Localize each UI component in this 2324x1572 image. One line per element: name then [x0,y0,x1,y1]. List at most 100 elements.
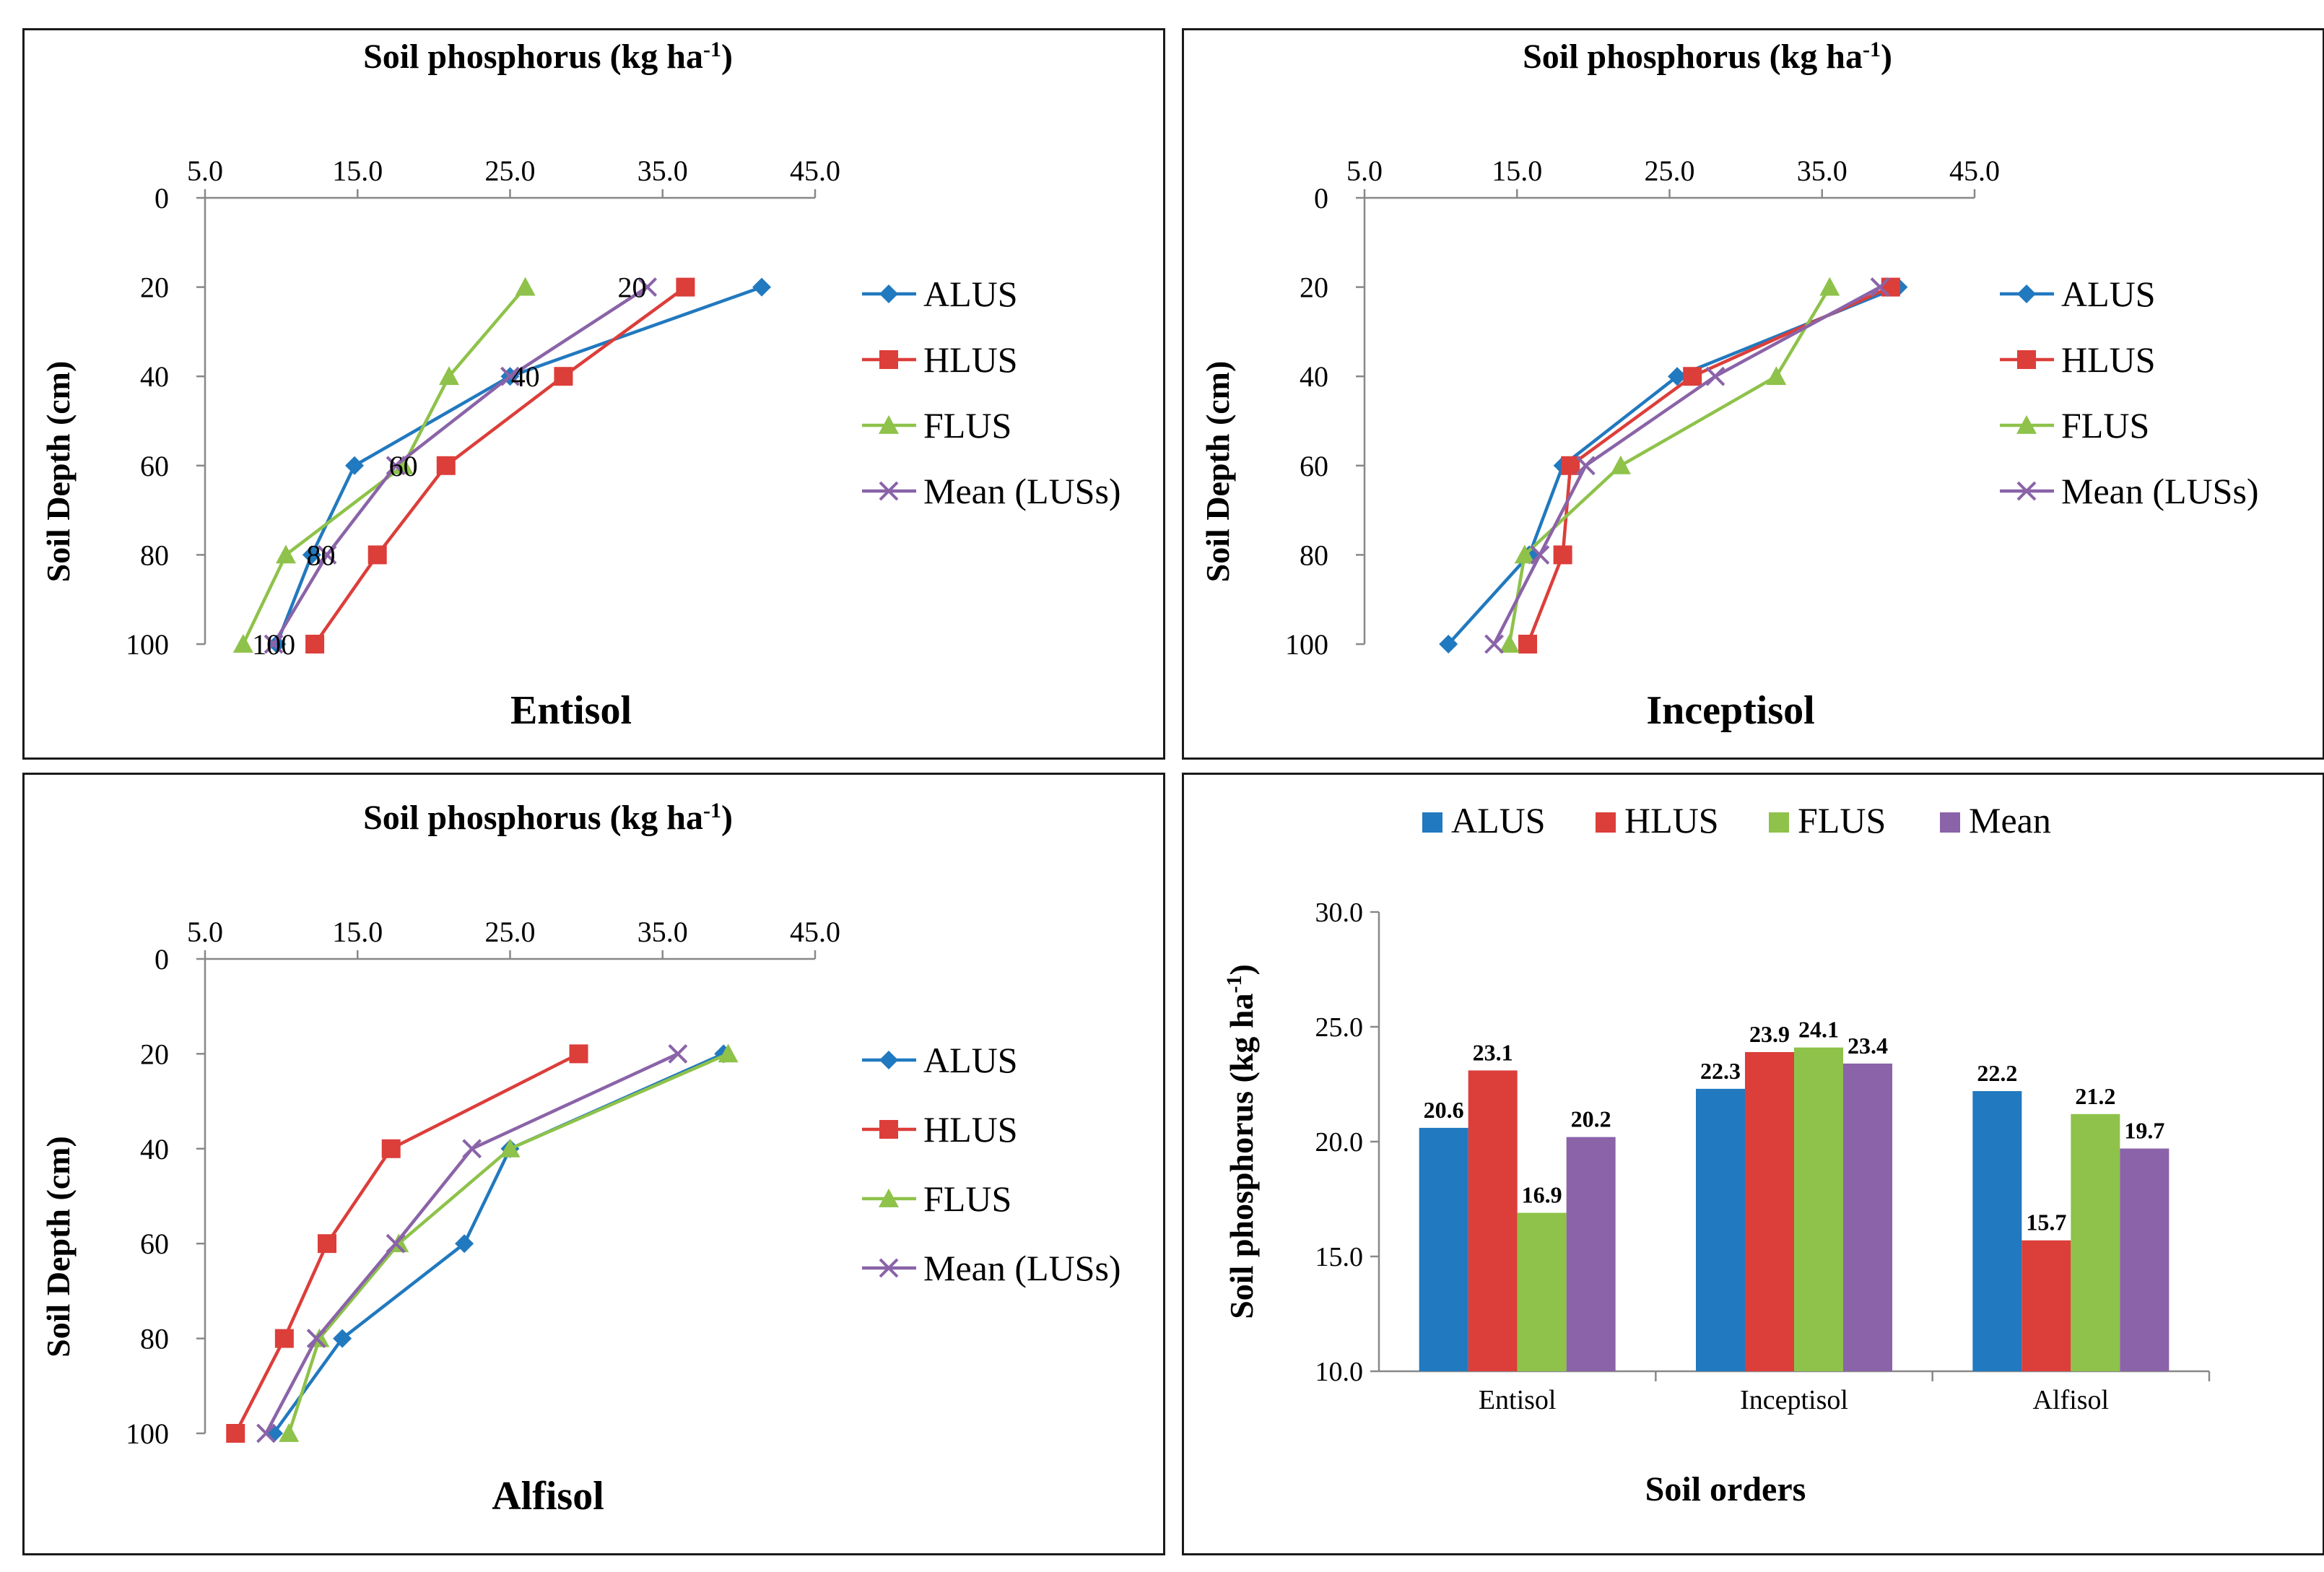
bar-value-label: 20.2 [1571,1106,1611,1132]
x-tick-label: 15.0 [332,916,383,948]
series-mean-luss- [1484,277,1890,654]
data-point [718,1043,739,1063]
series-hlus [1518,277,1900,653]
y-tick-label: 100 [126,628,169,661]
data-point [386,456,406,476]
data-point [345,456,365,475]
series-line [272,285,648,646]
x-tick-label: 45.0 [790,916,840,948]
x-tick-label: 25.0 [485,916,536,948]
legend-item: Mean [1940,800,2051,841]
depth-data-label: 60 [389,450,418,482]
x-tick-label: 45.0 [1949,155,2000,187]
data-point [1881,277,1900,297]
data-point [256,1423,276,1443]
legend-marker [879,415,899,434]
data-point [439,366,459,386]
bar [2120,1148,2169,1371]
legend-marker [2016,481,2037,501]
data-point [752,277,772,297]
y-tick-label: 20 [140,1038,169,1070]
entisol-line-chart-panel: Soil phosphorus (kg ha-1) 5.0 15.0 25.0 35.0… [22,28,1165,760]
depth-data-label: 20 [618,272,647,304]
x-tick-label: 25.0 [485,155,536,187]
y-tick-label: 20.0 [1315,1127,1364,1158]
bar [1972,1091,2022,1371]
series-line [241,286,527,645]
x-axis-title: Soil phosphorus (kg ha-1) [1523,38,1892,77]
legend-label: FLUS [923,1178,1011,1219]
series-line [234,1052,580,1435]
data-point [637,277,658,298]
legend-item: ALUS [2000,274,2156,314]
legend-label: HLUS [1624,800,1719,841]
legend-marker [879,1051,898,1069]
category-label: Inceptisol [1740,1385,1848,1415]
data-point [500,366,520,386]
legend-label: FLUS [1798,800,1886,841]
x-tick-label: 45.0 [790,155,840,187]
bar [1517,1212,1567,1371]
series-mean-luss- [256,1043,688,1443]
data-point [1766,366,1787,386]
legend-label: FLUS [2061,405,2149,446]
series-alus [1439,277,1908,653]
bar-value-label: 16.9 [1522,1182,1562,1208]
legend-label: HLUS [923,1109,1018,1150]
bar [1843,1063,1892,1371]
data-point [515,277,536,296]
legend-marker [879,1120,898,1139]
series-flus [1499,277,1840,653]
x-tick-label: 5.0 [187,916,223,948]
data-point [381,1139,401,1158]
data-point [1530,544,1550,565]
bar [1745,1051,1794,1371]
data-point [275,544,296,564]
data-point [306,1329,326,1349]
legend-item: ALUS [1422,800,1546,841]
legend-item: Mean (LUSs) [2000,471,2259,511]
data-point [302,545,321,565]
bar [1468,1070,1518,1371]
data-point [305,635,325,653]
y-tick-label: 10.0 [1315,1357,1364,1387]
data-point [274,1329,294,1348]
y-axis-title: Soil Depth (cm) [40,1136,77,1358]
inceptisol-chart: Soil phosphorus (kg ha-1) 5.0 15.0 25.0 35.0… [1199,38,2259,734]
bar-value-label: 22.3 [1700,1058,1741,1084]
series-line [1492,285,1881,646]
legend-item: FLUS [2000,405,2149,446]
data-point [317,544,337,565]
data-point [1439,635,1458,653]
data-point [1668,367,1687,386]
data-point [264,634,284,654]
soil-orders-bar-chart-panel: ALUS HLUS FLUS Mean 10.0 15.0 20.0 25.0 30.0 20.6… [1182,773,2324,1555]
data-point [554,367,573,386]
legend-label: Mean (LUSs) [923,1248,1121,1288]
legend-marker [879,1258,899,1278]
legend-label: ALUS [2061,274,2156,314]
legend-marker [2017,350,2036,369]
x-tick-label: 35.0 [1797,155,1848,187]
bar [1419,1127,1468,1371]
bar [1566,1137,1616,1371]
data-point [676,277,695,297]
legend-item: Mean (LUSs) [862,471,1121,511]
legend-item: HLUS [862,339,1018,380]
bar-value-label: 23.4 [1848,1033,1888,1059]
legend-marker [879,350,898,369]
legend-item: Mean (LUSs) [862,1248,1121,1288]
legend-item: HLUS [862,1109,1018,1150]
legend-marker [879,1189,899,1207]
entisol-chart: Soil phosphorus (kg ha-1) 5.0 15.0 25.0 35.0… [40,38,1121,734]
y-axis-title: Soil Depth (cm) [1199,361,1236,583]
data-point [1518,635,1538,653]
y-axis-title: Soil Depth (cm) [40,361,77,583]
y-tick-label: 20 [1300,272,1328,304]
series-line [1526,285,1892,645]
data-point [279,1423,300,1442]
legend-label: Mean (LUSs) [2061,471,2259,511]
data-point [1484,634,1504,654]
series-hlus [226,1044,588,1443]
data-point [1553,545,1572,565]
